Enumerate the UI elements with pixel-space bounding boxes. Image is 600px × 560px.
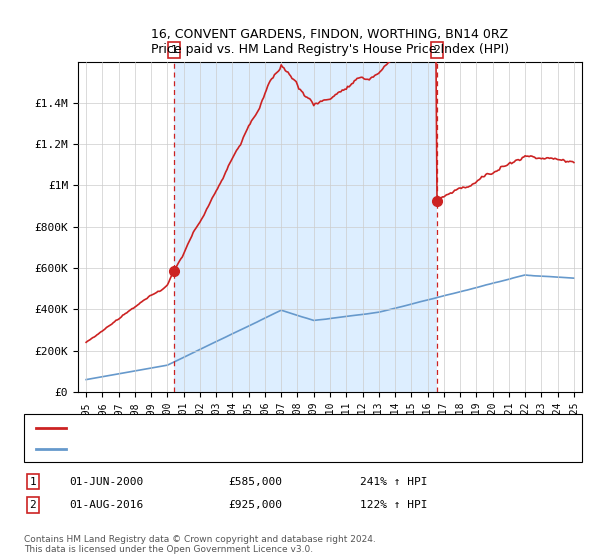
Text: 1: 1	[29, 477, 37, 487]
Text: 2: 2	[29, 500, 37, 510]
Text: 1: 1	[171, 45, 178, 55]
Title: 16, CONVENT GARDENS, FINDON, WORTHING, BN14 0RZ
Price paid vs. HM Land Registry': 16, CONVENT GARDENS, FINDON, WORTHING, B…	[151, 28, 509, 56]
Text: 241% ↑ HPI: 241% ↑ HPI	[360, 477, 427, 487]
Text: 01-AUG-2016: 01-AUG-2016	[69, 500, 143, 510]
Text: Contains HM Land Registry data © Crown copyright and database right 2024.
This d: Contains HM Land Registry data © Crown c…	[24, 535, 376, 554]
Text: 16, CONVENT GARDENS, FINDON, WORTHING, BN14 0RZ (detached house): 16, CONVENT GARDENS, FINDON, WORTHING, B…	[78, 423, 478, 433]
Text: 122% ↑ HPI: 122% ↑ HPI	[360, 500, 427, 510]
Text: 2: 2	[434, 45, 440, 55]
Text: £925,000: £925,000	[228, 500, 282, 510]
Text: £585,000: £585,000	[228, 477, 282, 487]
Bar	[174, 62, 437, 392]
Text: 01-JUN-2000: 01-JUN-2000	[69, 477, 143, 487]
Text: HPI: Average price, detached house, Arun: HPI: Average price, detached house, Arun	[78, 444, 328, 454]
